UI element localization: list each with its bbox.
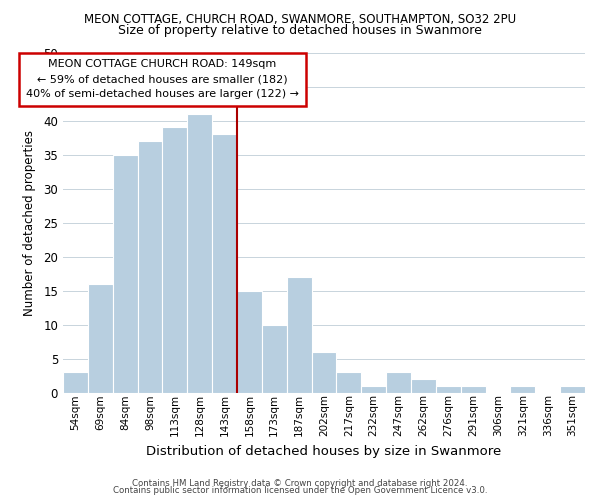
- Text: Size of property relative to detached houses in Swanmore: Size of property relative to detached ho…: [118, 24, 482, 37]
- X-axis label: Distribution of detached houses by size in Swanmore: Distribution of detached houses by size …: [146, 444, 502, 458]
- Bar: [287, 277, 311, 392]
- Text: MEON COTTAGE, CHURCH ROAD, SWANMORE, SOUTHAMPTON, SO32 2PU: MEON COTTAGE, CHURCH ROAD, SWANMORE, SOU…: [84, 12, 516, 26]
- Bar: [137, 141, 163, 393]
- Text: Contains public sector information licensed under the Open Government Licence v3: Contains public sector information licen…: [113, 486, 487, 495]
- Bar: [337, 372, 361, 392]
- Bar: [113, 154, 137, 392]
- Bar: [511, 386, 535, 392]
- Bar: [461, 386, 485, 392]
- Bar: [237, 290, 262, 392]
- Bar: [212, 134, 237, 392]
- Y-axis label: Number of detached properties: Number of detached properties: [23, 130, 36, 316]
- Bar: [262, 324, 287, 392]
- Bar: [163, 128, 187, 392]
- Bar: [411, 379, 436, 392]
- Bar: [88, 284, 113, 393]
- Bar: [436, 386, 461, 392]
- Bar: [361, 386, 386, 392]
- Bar: [187, 114, 212, 392]
- Bar: [560, 386, 585, 392]
- Bar: [63, 372, 88, 392]
- Bar: [386, 372, 411, 392]
- Bar: [311, 352, 337, 393]
- Text: Contains HM Land Registry data © Crown copyright and database right 2024.: Contains HM Land Registry data © Crown c…: [132, 478, 468, 488]
- Text: MEON COTTAGE CHURCH ROAD: 149sqm
← 59% of detached houses are smaller (182)
40% : MEON COTTAGE CHURCH ROAD: 149sqm ← 59% o…: [26, 60, 299, 99]
